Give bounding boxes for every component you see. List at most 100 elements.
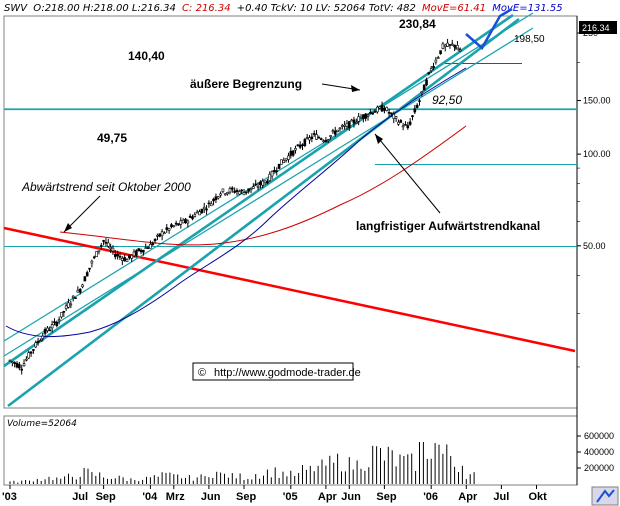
candle-body (198, 211, 201, 216)
candle-body (387, 112, 391, 114)
level-92-label: 92,50 (432, 93, 462, 107)
volume-series (9, 441, 475, 484)
channel-lower-line (7, 17, 520, 408)
candle-body (425, 79, 428, 86)
candle-body (41, 335, 45, 339)
candle-body (153, 238, 157, 242)
candle-body (450, 43, 454, 46)
candle-body (329, 135, 332, 137)
candle-body (83, 276, 87, 282)
high-label: 230,84 (399, 17, 436, 31)
downtrend-annotation: Abwärtstrend seit Oktober 2000 (21, 180, 191, 194)
candle-body (216, 196, 220, 199)
candle-body (231, 187, 234, 190)
candle-body (406, 125, 410, 129)
close-label: C: 216.34 (182, 3, 231, 14)
candle-body (261, 180, 265, 186)
candle-body (369, 112, 372, 114)
ma1-label: MovE=61.41 (422, 3, 486, 14)
ma2-label: MovE=131.55 (492, 3, 562, 14)
candle-body (268, 173, 272, 181)
x-tick-label: Sep (96, 491, 116, 503)
candle-body (350, 119, 353, 122)
volume-tick-label: 400000 (584, 447, 614, 457)
candle-body (128, 254, 131, 259)
candle-body (160, 231, 164, 236)
candle-body (291, 150, 295, 156)
candle-body (50, 324, 54, 329)
candle-body (109, 247, 112, 249)
candle-body (390, 112, 393, 115)
candle-body (343, 124, 346, 127)
candle-body (205, 208, 208, 211)
candle-body (315, 134, 318, 140)
candle-body (373, 111, 377, 113)
candle-body (114, 254, 117, 258)
candle-body (106, 242, 110, 247)
candle-body (181, 219, 185, 224)
candle-body (174, 222, 178, 225)
candle-body (144, 247, 148, 249)
candle-body (357, 116, 360, 122)
candle-body (404, 124, 407, 126)
candle-body (301, 144, 304, 147)
candle-body (436, 57, 440, 59)
candle-body (53, 321, 56, 323)
candle-body (226, 191, 229, 195)
candle-body (340, 125, 344, 127)
candle-body (242, 192, 246, 196)
candle-body (394, 116, 398, 119)
candle-body (282, 160, 286, 163)
y-tick-label: 100.00 (583, 149, 611, 159)
candle-body (458, 49, 462, 52)
candle-body (247, 188, 250, 192)
candle-body (149, 243, 152, 249)
candle-body (62, 311, 66, 313)
candle-body (408, 121, 412, 125)
candle-body (156, 235, 159, 237)
candle-body (29, 351, 33, 354)
candle-body (259, 181, 262, 186)
candle-body (448, 44, 452, 46)
copyright-symbol: © (198, 367, 206, 379)
candle-body (193, 214, 197, 217)
candle-body (362, 114, 365, 119)
candle-body (336, 129, 339, 133)
tool-icon (596, 489, 615, 503)
candle-body (331, 130, 335, 133)
candle-body (202, 206, 206, 210)
x-tick-label: Sep (236, 491, 256, 503)
candle-body (432, 65, 435, 69)
candle-body (111, 247, 115, 252)
candle-body (191, 216, 194, 220)
candle-body (364, 113, 367, 119)
candle-body (78, 288, 82, 293)
x-tick-label: Mrz (166, 491, 185, 503)
horizontal-levels (4, 62, 577, 247)
candle-body (434, 59, 438, 63)
candle-body (81, 284, 84, 288)
candle-body (60, 312, 63, 318)
candle-body (401, 125, 405, 128)
candle-body (27, 352, 31, 359)
candle-body (238, 191, 241, 195)
candle-body (177, 223, 180, 226)
candle-body (399, 120, 403, 123)
candle-body (71, 295, 75, 298)
candle-body (121, 258, 124, 261)
candle-body (212, 198, 215, 202)
candle-body (427, 72, 431, 75)
candle-body (333, 130, 337, 135)
candle-body (256, 186, 260, 188)
copyright-box (192, 362, 354, 381)
volume-tick-label: 200000 (584, 463, 614, 473)
candle-body (441, 43, 445, 49)
candle-body (195, 211, 199, 214)
candle-body (317, 136, 321, 139)
candle-body (371, 112, 375, 115)
candle-body (411, 115, 414, 117)
candle-body (123, 257, 126, 262)
x-tick-label: Apr (458, 491, 478, 503)
candle-body (352, 119, 356, 124)
candle-body (25, 358, 28, 361)
